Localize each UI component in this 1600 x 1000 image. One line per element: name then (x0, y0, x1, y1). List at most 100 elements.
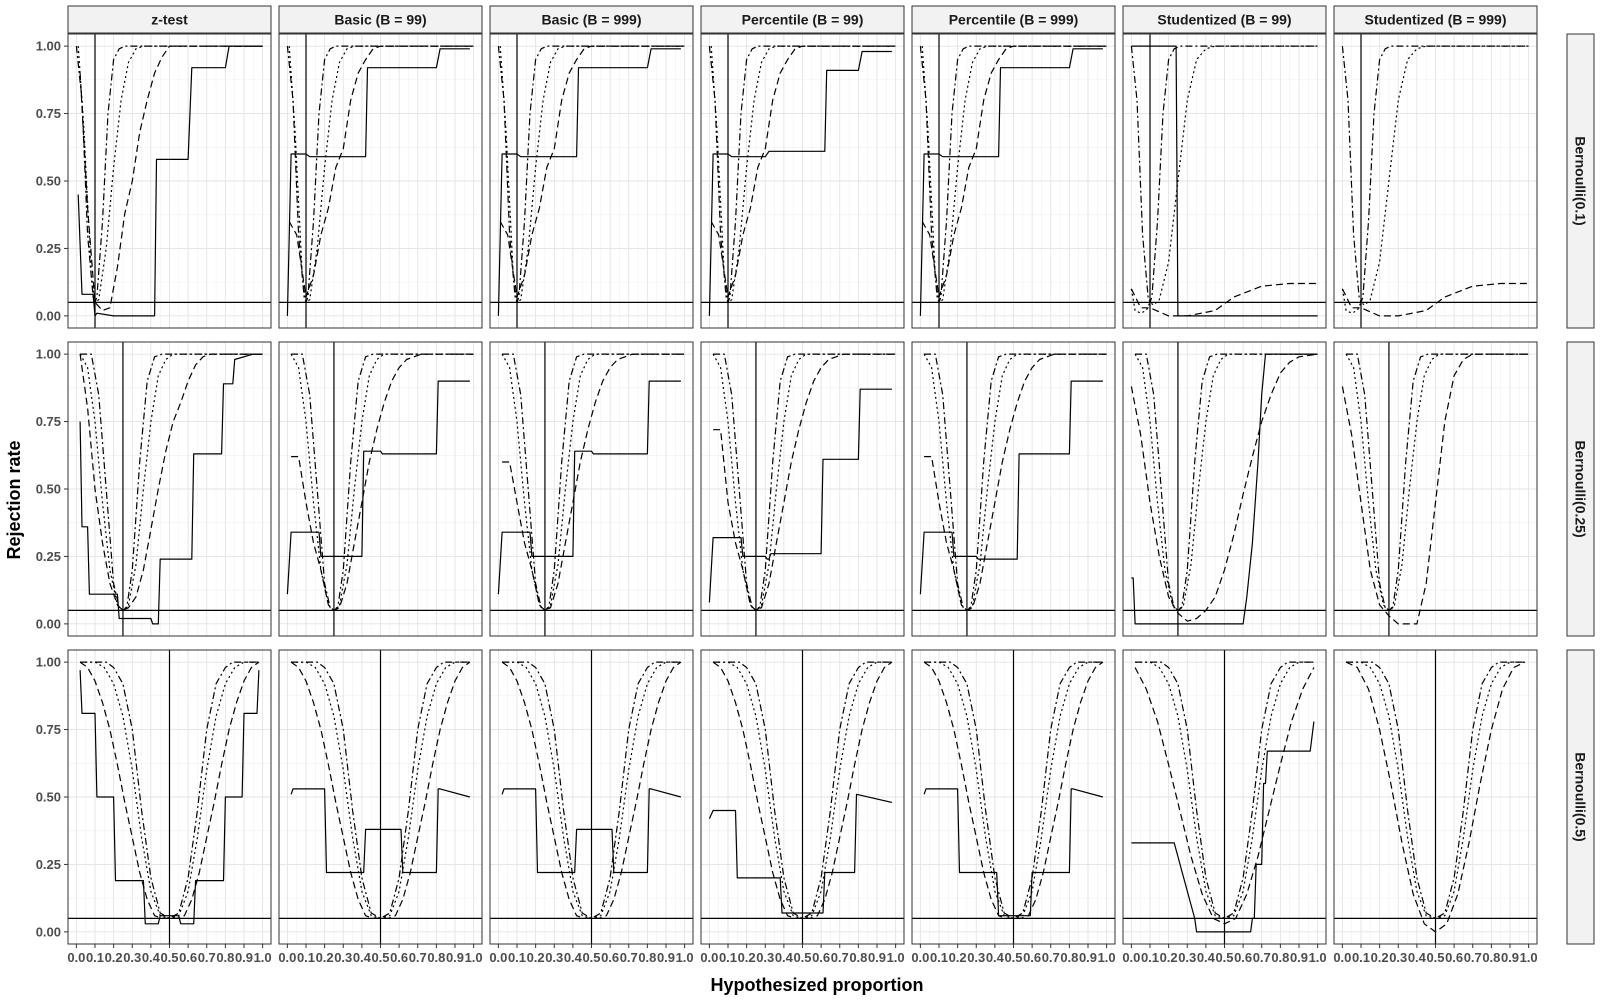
series-line-dashed (921, 45, 1107, 298)
panel-border (1122, 33, 1327, 329)
x-tick-label: 0.6 (812, 950, 830, 965)
series-line-dotdash (75, 45, 263, 303)
x-tick-label: 0.3 (334, 950, 352, 965)
x-tick-label: 0.6 (390, 950, 408, 965)
facet-panel: 0.0 0.1 0.2 0.3 0.4 0.5 0.6 0.7 0.8 0.9 1.0 (489, 649, 694, 965)
column-strip (700, 5, 905, 34)
facet-panel: 0.0 0.1 0.2 0.3 0.4 0.5 0.6 0.7 0.8 0.9 1.0 (700, 649, 905, 965)
panel-border (278, 341, 483, 637)
x-tick-label: 0.4 (1408, 950, 1427, 965)
x-tick-label: 0.1 (930, 950, 948, 965)
x-tick-label: 0.1 (1141, 950, 1159, 965)
y-tick-label: 0.75 (36, 414, 61, 429)
x-tick-label: 0.0 (700, 950, 718, 965)
x-tick-label: 0.9 (446, 950, 464, 965)
x-tick-label: 0.9 (1290, 950, 1308, 965)
facet-panel: 0.00 0.25 0.50 0.75 1.00 (36, 33, 272, 329)
y-tick-label: 1.00 (36, 655, 61, 670)
x-tick-label: 0.9 (657, 950, 675, 965)
x-tick-label: 0.6 (601, 950, 619, 965)
series-line-solid (79, 353, 263, 625)
y-tick-label: 0.75 (36, 722, 61, 737)
series-line-dotdash (502, 661, 681, 920)
x-tick-label: 0.3 (545, 950, 563, 965)
series-line-dashed (710, 45, 896, 298)
series-line-solid (497, 48, 681, 316)
series-line-dashed (1341, 353, 1529, 625)
x-tick-label: 0.2 (316, 950, 334, 965)
facet-panel: 0.0 0.1 0.2 0.3 0.4 0.5 0.6 0.7 0.8 0.9 1.0 (1122, 649, 1327, 965)
series-line-dotted (290, 353, 474, 612)
x-tick-label: 0.4 (564, 950, 583, 965)
facet-panel: 0.00 0.25 0.50 0.75 1.00 (36, 341, 272, 637)
y-tick-label: 0.50 (36, 790, 61, 805)
x-tick-label: 0.8 (638, 950, 656, 965)
panel-border (278, 33, 483, 329)
x-tick-label: 0.1 (297, 950, 315, 965)
x-tick-label: 1.0 (1098, 950, 1116, 965)
series-line-dashed (923, 661, 1104, 920)
panel-border (1333, 33, 1538, 329)
series-line-dotdash (1135, 353, 1318, 612)
series-line-solid (919, 48, 1103, 316)
series-line-dashed (502, 353, 685, 612)
series-line-solid (497, 380, 681, 595)
series-line-solid (1131, 45, 1318, 317)
facet-panel (911, 33, 1116, 329)
x-tick-label: 0.2 (1160, 950, 1178, 965)
series-line-dashed (1130, 353, 1318, 622)
x-tick-label: 0.0 (911, 950, 929, 965)
x-tick-label: 0.6 (1023, 950, 1041, 965)
series-line-dotdash (80, 353, 263, 612)
x-tick-label: 0.5 (1426, 950, 1444, 965)
column-strip-label: Percentile (B = 999) (949, 12, 1079, 28)
row-strip (1566, 649, 1595, 945)
x-tick-label: 0.7 (198, 950, 216, 965)
panel-border (911, 341, 1116, 637)
series-line-dashed (290, 661, 471, 920)
column-strip (67, 5, 272, 34)
x-tick-label: 0.7 (1253, 950, 1271, 965)
x-tick-label: 0.8 (1482, 950, 1500, 965)
series-line-dotted (501, 353, 685, 612)
series-line-solid (708, 388, 892, 603)
series-line-dotdash (1130, 45, 1318, 303)
series-line-solid (286, 380, 470, 595)
facet-panel (489, 341, 694, 637)
x-tick-label: 0.8 (427, 950, 445, 965)
facet-panel (1122, 341, 1327, 637)
panel-border (1333, 341, 1538, 637)
row-strip (1566, 341, 1595, 637)
x-tick-label: 0.1 (508, 950, 526, 965)
x-tick-label: 1.0 (676, 950, 694, 965)
x-tick-label: 0.8 (1060, 950, 1078, 965)
facet-panel (700, 341, 905, 637)
series-line-dotted (1341, 45, 1529, 314)
facet-panel: 0.0 0.1 0.2 0.3 0.4 0.5 0.6 0.7 0.8 0.9 1.0 (1333, 649, 1538, 965)
row-strip-label: Bernoulli(0.5) (1573, 752, 1589, 841)
series-line-dotdash (291, 661, 470, 920)
x-tick-label: 0.9 (868, 950, 886, 965)
x-tick-label: 0.8 (1271, 950, 1289, 965)
x-tick-label: 0.7 (409, 950, 427, 965)
x-tick-label: 0.5 (582, 950, 600, 965)
series-line-dotted (1345, 353, 1529, 612)
x-tick-label: 1.0 (1309, 950, 1327, 965)
series-line-dotdash (1346, 353, 1529, 612)
panel-border (1122, 341, 1327, 637)
x-tick-label: 1.0 (254, 950, 272, 965)
x-tick-label: 0.4 (142, 950, 161, 965)
column-strip-label: Studentized (B = 999) (1365, 12, 1507, 28)
panel-border (489, 341, 694, 637)
x-tick-label: 0.7 (1464, 950, 1482, 965)
facet-panel (489, 33, 694, 329)
series-line-dashed (291, 353, 474, 612)
y-tick-label: 0.00 (36, 924, 61, 939)
x-tick-label: 0.5 (1004, 950, 1022, 965)
series-line-solid (708, 50, 892, 316)
y-tick-label: 0.50 (36, 174, 61, 189)
x-tick-label: 0.4 (1197, 950, 1216, 965)
x-tick-label: 0.4 (775, 950, 794, 965)
series-line-dashed (713, 353, 896, 612)
x-tick-label: 0.3 (756, 950, 774, 965)
